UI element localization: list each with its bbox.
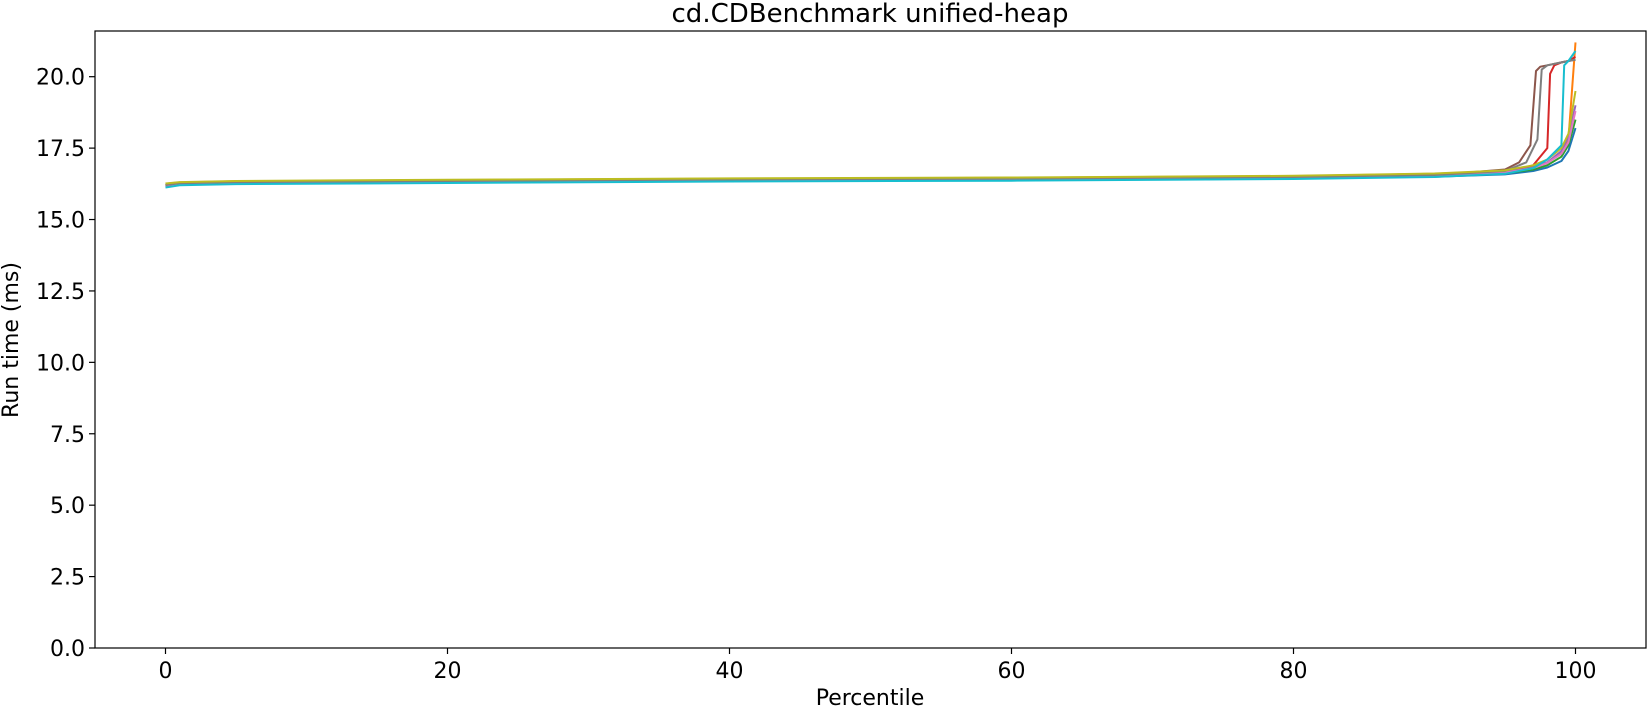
series-line-2 — [165, 42, 1577, 185]
y-tick-label: 20.0 — [36, 66, 85, 91]
series-line-9 — [165, 90, 1577, 185]
y-tick-label: 12.5 — [36, 280, 85, 305]
y-tick-label: 10.0 — [36, 351, 85, 376]
y-tick-label: 2.5 — [50, 566, 85, 591]
series-line-10 — [165, 50, 1577, 189]
y-tick-label: 17.5 — [36, 137, 85, 162]
y-tick-label: 15.0 — [36, 209, 85, 234]
y-tick-label: 5.0 — [50, 494, 85, 519]
x-tick-label: 20 — [434, 659, 462, 684]
chart-title: cd.CDBenchmark unified-heap — [672, 0, 1069, 29]
x-axis-label: Percentile — [816, 686, 925, 710]
series-line-4 — [165, 55, 1577, 187]
series-line-6 — [165, 58, 1576, 187]
series-line-5 — [165, 105, 1577, 186]
plot-lines — [165, 42, 1577, 189]
plot-frame — [94, 30, 1647, 649]
x-tick-label: 100 — [1555, 659, 1597, 684]
y-tick-label: 7.5 — [50, 423, 85, 448]
y-axis-label: Run time (ms) — [0, 262, 24, 418]
y-axis: 0.0 2.5 5.0 7.5 10.0 12.5 15.0 17.5 20.0 — [36, 66, 95, 662]
series-line-8 — [165, 58, 1576, 186]
x-axis: 0 20 40 60 80 100 — [159, 648, 1597, 684]
x-tick-label: 0 — [159, 659, 173, 684]
x-tick-label: 80 — [1280, 659, 1308, 684]
x-tick-label: 40 — [716, 659, 744, 684]
x-tick-label: 60 — [998, 659, 1026, 684]
y-tick-label: 0.0 — [50, 637, 85, 662]
